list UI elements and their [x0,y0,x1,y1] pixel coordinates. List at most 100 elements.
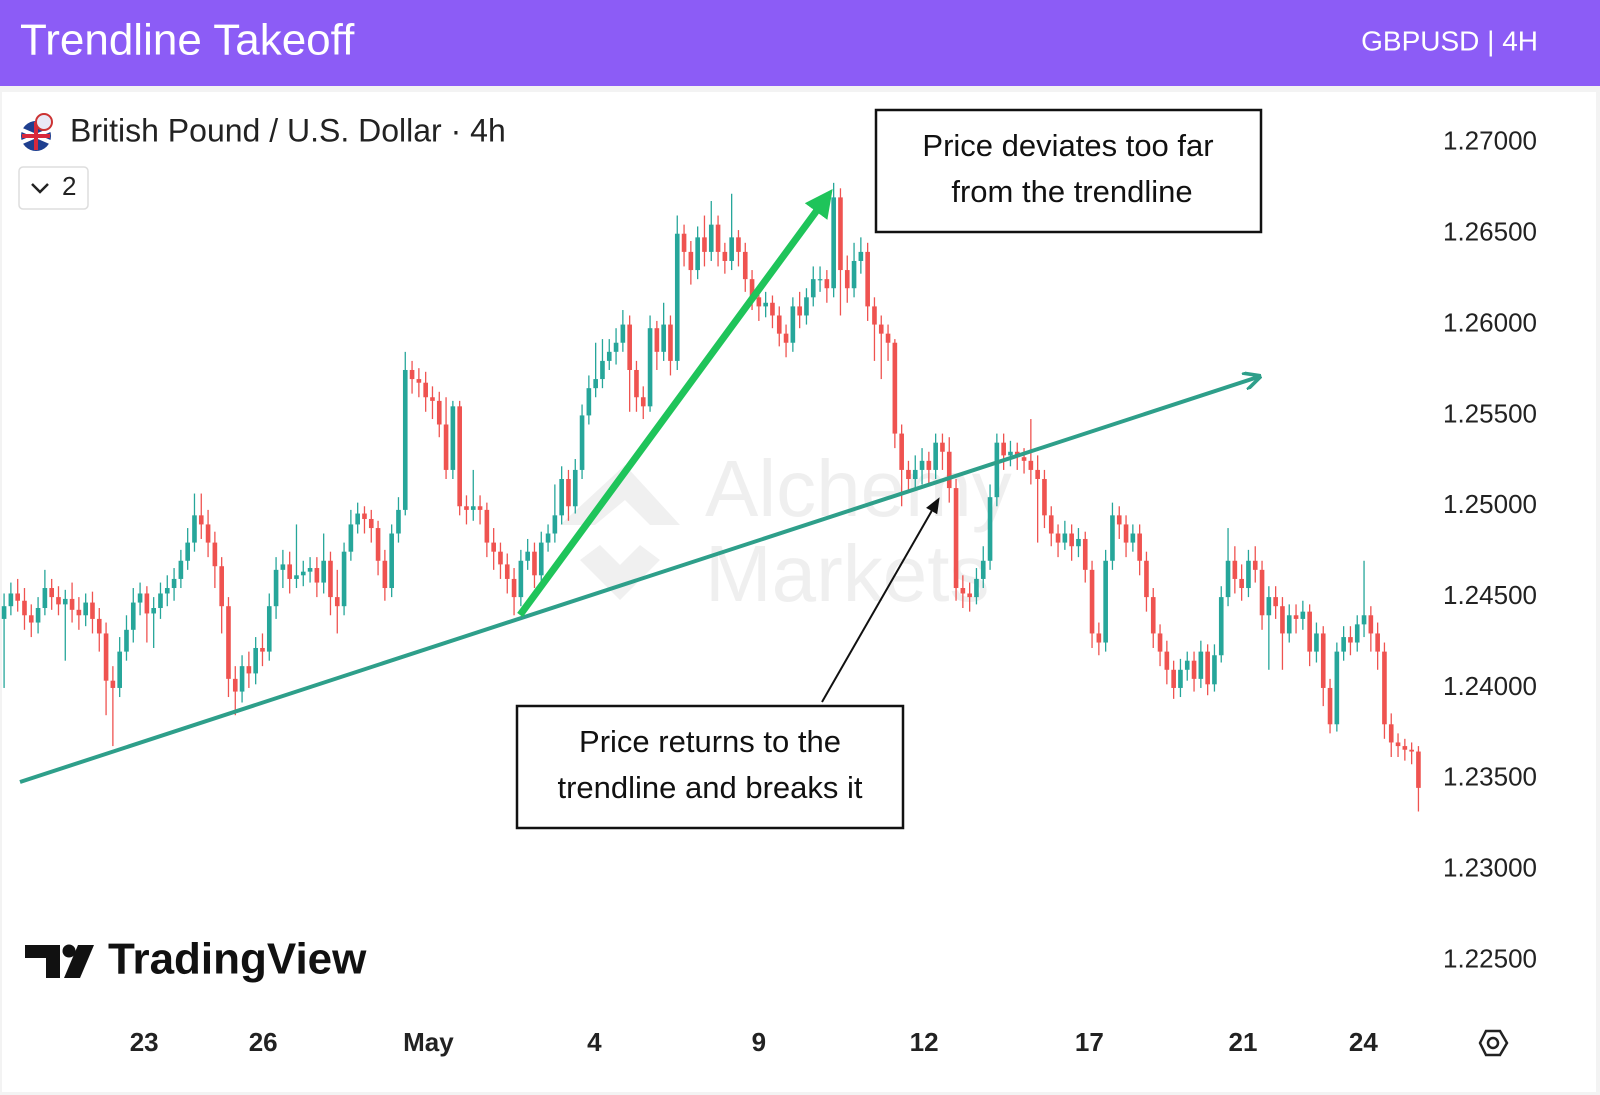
candle-body [226,606,231,679]
callout-text: Price deviates too far [922,128,1213,163]
candle-body [572,469,578,507]
candle-body [328,560,333,598]
candle-body [1035,469,1040,480]
y-tick-label: 1.23500 [1443,762,1537,792]
candle-body [844,270,850,289]
candle-body [606,351,612,361]
candle-body [56,597,61,605]
candle-body [1300,611,1306,619]
y-tick-label: 1.26000 [1443,307,1537,337]
candle-body [96,618,102,634]
candle-body [681,233,687,252]
candle-body [1191,660,1197,679]
callout-box [874,108,1263,234]
candle-body [1232,560,1238,579]
candle-body [919,460,925,470]
candle-body [158,593,163,609]
candle-body [450,406,456,470]
candle-body [552,515,558,534]
candle-body [538,542,544,576]
candle-body [545,533,551,543]
callout-text: trendline and breaks it [557,770,862,805]
candle-body [368,518,374,529]
candle-body [736,237,741,252]
candle-body [783,333,789,343]
candle-body [946,451,952,489]
y-tick-label: 1.26500 [1443,217,1537,247]
candle-body [498,551,503,565]
candle-body [1110,515,1115,561]
candle-body [1286,615,1292,634]
candle-body [817,279,823,281]
candle-body [790,306,796,343]
candle-body [232,678,238,692]
candle-body [695,237,700,271]
candle-body [35,608,41,623]
candle-body [878,324,884,334]
candle-body [8,593,14,607]
candle-body [334,597,340,607]
candle-body [1001,442,1006,456]
candle-body [436,400,442,425]
candle-body [518,560,524,598]
candle-body [491,542,496,552]
candle-body [253,647,258,674]
indicator-toggle[interactable] [18,166,89,210]
candle-body [654,328,660,352]
candle-body [1416,751,1421,788]
candle-body [722,251,728,261]
candle-body [171,578,177,589]
candle-body [69,598,75,610]
candle-body [980,560,986,579]
candle-body [144,593,150,614]
candle-body [661,324,666,352]
candle-body [865,251,870,307]
settings-icon[interactable] [1478,1029,1509,1057]
candle-body [423,382,428,398]
candle-body [1246,560,1251,589]
candle-body [647,328,653,407]
candle-body [1395,742,1401,747]
candle-body [396,509,401,534]
candle-body [260,647,265,652]
callout-text: Price returns to the [579,724,841,759]
y-tick-label: 1.22500 [1443,943,1537,973]
candle-body [1150,597,1156,634]
candle-body [1320,633,1326,688]
candle-body [994,442,1000,498]
candle-body [402,369,408,510]
candle-body [1076,538,1081,547]
candle-body [130,602,136,630]
candle-body [137,593,143,603]
candle-body [600,360,605,380]
candle-body [198,515,204,525]
candle-body [1048,515,1054,534]
candle-body [1334,651,1340,725]
candle-body [1266,597,1272,616]
candle-body [810,279,816,298]
candle-body [42,588,48,609]
candle-body [620,324,626,343]
x-tick-label: 23 [130,1027,159,1057]
candle-body [579,415,585,470]
candle-body [899,433,904,470]
candle-body [192,515,197,543]
candle-body [763,302,768,307]
candle-body [1259,569,1265,616]
candle-body [90,602,95,619]
logo-text: TradingView [108,935,367,984]
candle-body [1164,651,1170,670]
candle-body [239,666,245,692]
candle-body [1,606,7,619]
x-tick-label: 4 [587,1027,602,1057]
y-tick-label: 1.27000 [1443,126,1537,156]
candle-body [62,598,68,605]
candle-body [586,388,592,416]
x-tick-label: 21 [1229,1027,1258,1057]
axes: 1.27000 1.26500 1.26000 1.25500 1.25000 1.245… [130,126,1537,1057]
candle-body [525,551,530,561]
candle-body [1409,749,1414,752]
x-tick-label: 24 [1349,1027,1378,1057]
candle-body [1388,724,1394,743]
candle-body [266,606,272,652]
